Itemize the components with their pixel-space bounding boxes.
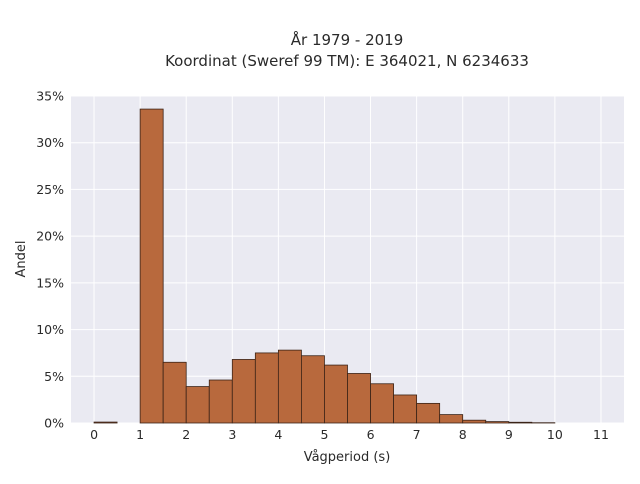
x-tick-label: 9 [505, 427, 513, 442]
histogram-bar [348, 373, 371, 423]
histogram-bar [463, 420, 486, 423]
histogram-bar [371, 384, 394, 423]
y-tick-label: 10% [36, 322, 64, 337]
x-tick-label: 5 [320, 427, 328, 442]
y-tick-label: 30% [36, 135, 64, 150]
histogram-bar [163, 362, 186, 423]
x-tick-label: 2 [182, 427, 190, 442]
histogram-bar [301, 356, 324, 423]
y-tick-label: 25% [36, 182, 64, 197]
y-tick-label: 15% [36, 275, 64, 290]
y-tick-label: 0% [44, 416, 64, 431]
histogram-bar [278, 350, 301, 423]
histogram-bar [417, 403, 440, 423]
histogram-bar [209, 380, 232, 423]
x-tick-label: 7 [413, 427, 421, 442]
x-tick-label: 6 [367, 427, 375, 442]
histogram-bar [324, 365, 347, 423]
x-tick-label: 1 [136, 427, 144, 442]
x-axis-label: Vågperiod (s) [304, 450, 391, 465]
y-tick-label: 35% [36, 89, 64, 104]
histogram-bar [140, 109, 163, 423]
histogram-bar [94, 422, 117, 423]
y-axis-label: Andel [14, 241, 29, 278]
histogram-bar [394, 395, 417, 423]
x-tick-labels: 0 1 2 3 4 5 6 7 8 9 10 11 [90, 427, 609, 442]
histogram-bar [232, 359, 255, 423]
histogram-bar [255, 353, 278, 423]
y-tick-label: 5% [44, 369, 64, 384]
y-tick-label: 20% [36, 229, 64, 244]
x-tick-label: 4 [274, 427, 282, 442]
x-tick-label: 3 [228, 427, 236, 442]
x-tick-label: 0 [90, 427, 98, 442]
chart-title-line-1: År 1979 - 2019 [291, 30, 404, 49]
x-tick-label: 11 [593, 427, 609, 442]
y-tick-labels: 0% 5% 10% 15% 20% 25% 30% 35% [36, 89, 64, 431]
chart-title-line-2: Koordinat (Sweref 99 TM): E 364021, N 62… [165, 52, 529, 70]
x-tick-label: 8 [459, 427, 467, 442]
histogram-bar [440, 415, 463, 423]
histogram-bar [486, 422, 509, 423]
histogram-bar [186, 387, 209, 423]
x-tick-label: 10 [547, 427, 563, 442]
histogram-bar [509, 422, 532, 423]
